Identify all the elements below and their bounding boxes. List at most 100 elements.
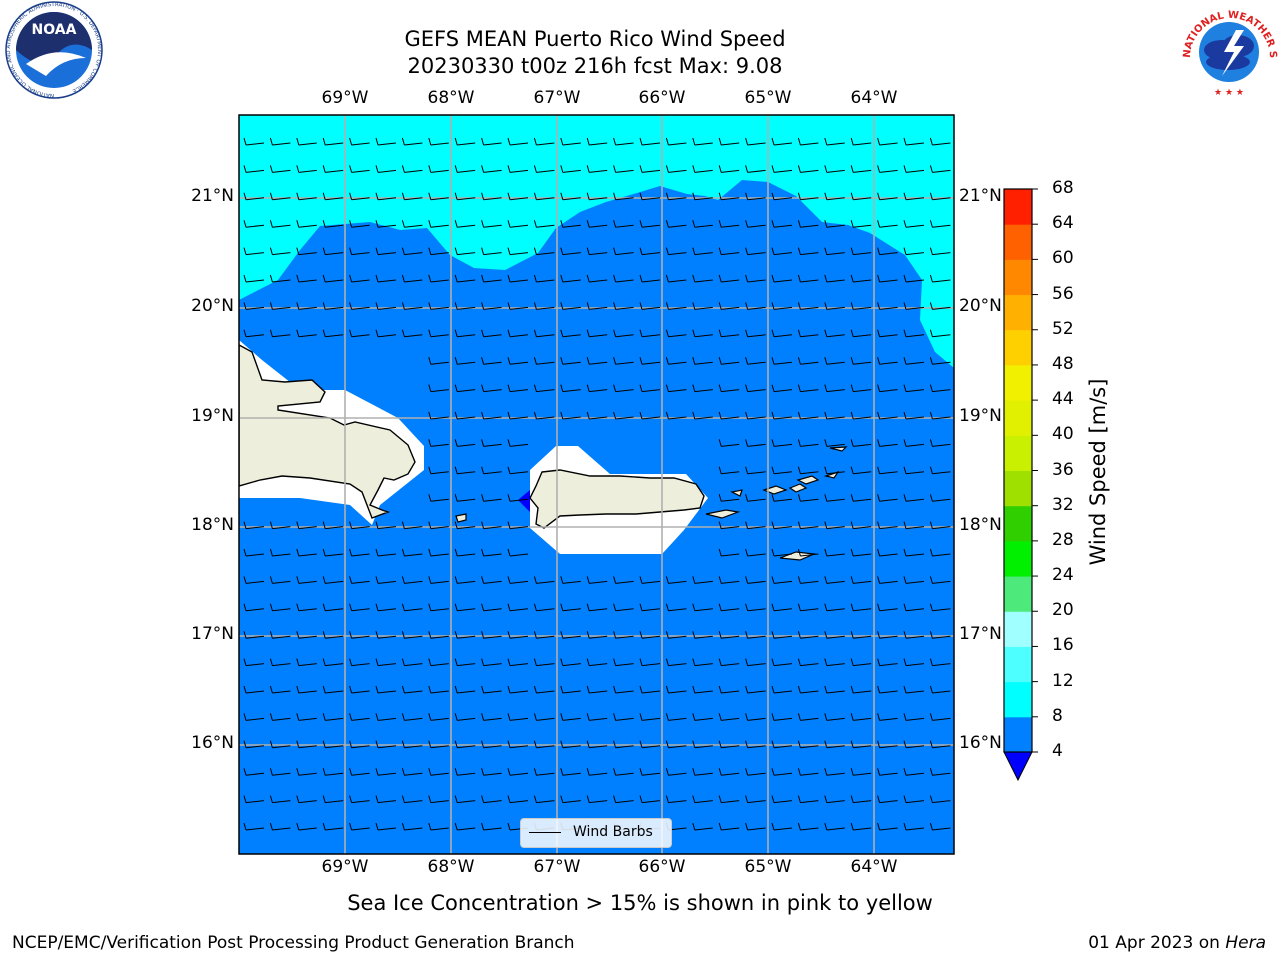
colorbar-tick-label: 36 [1052,459,1074,480]
wind-barb [533,795,555,804]
wind-barb [428,822,449,831]
wind-barb [665,740,687,749]
wind-barb [850,494,872,502]
wind-barb [771,548,793,557]
wind-barb [296,576,317,584]
wind-barb [481,220,502,228]
wind-barb [771,302,793,310]
wind-barb [877,384,898,393]
wind-barb [771,576,793,584]
footer-machine: Hera [1225,933,1266,953]
wind-barb [771,466,793,475]
colorbar-band [1004,329,1032,366]
wind-barb [929,768,951,776]
wind-barb [401,329,423,338]
wind-barb [877,768,898,776]
wind-barb [665,357,687,365]
wind-barb [797,658,819,667]
wind-barb [375,768,397,776]
land-virgin-gorda [823,470,840,479]
wind-barb [877,411,898,420]
wind-barb [269,713,291,721]
legend: Wind Barbs [520,818,672,848]
wind-barb [401,658,423,667]
wind-barb [507,795,529,804]
wind-barb [613,631,634,639]
wind-barb [507,411,529,420]
wind-barb [296,137,317,146]
wind-barb [877,576,898,584]
wind-barb [797,137,819,146]
wind-barb [481,521,502,530]
wind-barb [481,302,502,310]
wind-barb [824,192,845,201]
wind-barb [797,247,819,256]
wind-barb [243,768,265,776]
wind-barb [401,192,423,201]
colorbar-tick-label: 20 [1052,600,1074,621]
wind-barb [929,795,951,804]
wind-barb [375,822,397,831]
wind-barb [401,521,423,530]
wind-barb [481,411,502,420]
wind-barb [322,740,344,749]
wind-barb [401,247,423,256]
wind-barb [428,576,449,584]
wind-barb [401,740,423,749]
wind-barb [243,576,265,584]
wind-barb [560,631,581,639]
wind-barb [929,439,951,447]
wind-barb [771,685,793,694]
wind-barb [322,795,344,804]
wind-barb [877,357,898,365]
wind-barb [349,165,370,173]
wind-barb [243,713,265,721]
wind-barb [428,137,449,146]
wind-barb [428,713,449,721]
wind-barb [507,713,529,721]
wind-barb [824,302,845,310]
chart-subtitle: 20230330 t00z 216h fcst Max: 9.08 [407,54,783,78]
lat-label-left-18n: 18°N [191,515,234,535]
wind-barb [718,357,740,365]
wind-barb [296,768,317,776]
wind-barb [454,439,476,447]
wind-barb [877,740,898,749]
wind-barb [903,521,925,530]
wind-barb [692,384,713,393]
wind-barb [929,822,951,831]
wind-barb [349,822,370,831]
wind-barb [401,576,423,584]
wind-barb [507,274,529,283]
wind-barb [322,603,344,612]
wind-barb [797,384,819,393]
lat-label-left-19n: 19°N [191,406,234,426]
wind-barb [533,768,555,776]
wind-barb [375,795,397,804]
land-st-john [788,483,808,493]
wind-barb [929,165,951,173]
wind-barb [481,603,502,612]
wind-barb [481,274,502,283]
wind-barb [718,548,740,557]
colorbar-tick-label: 8 [1052,705,1063,726]
wind-barb [560,740,581,749]
wind-barb [903,137,925,146]
colorbar-band [1004,294,1032,331]
wind-barb [454,247,476,256]
wind-barb [322,247,344,256]
wind-barb [586,274,608,283]
wind-barb [639,274,661,283]
wind-barb [797,548,819,557]
wind-barb [296,685,317,694]
wind-barb [560,384,581,393]
wind-barb [428,357,449,365]
wind-barb [454,740,476,749]
wind-barb [745,631,766,639]
wind-barb [586,658,608,667]
colorbar-tick-label: 52 [1052,318,1074,339]
wind-barb [745,220,766,228]
wind-barb [718,384,740,393]
wind-barb [929,384,951,393]
wind-barb [797,165,819,173]
